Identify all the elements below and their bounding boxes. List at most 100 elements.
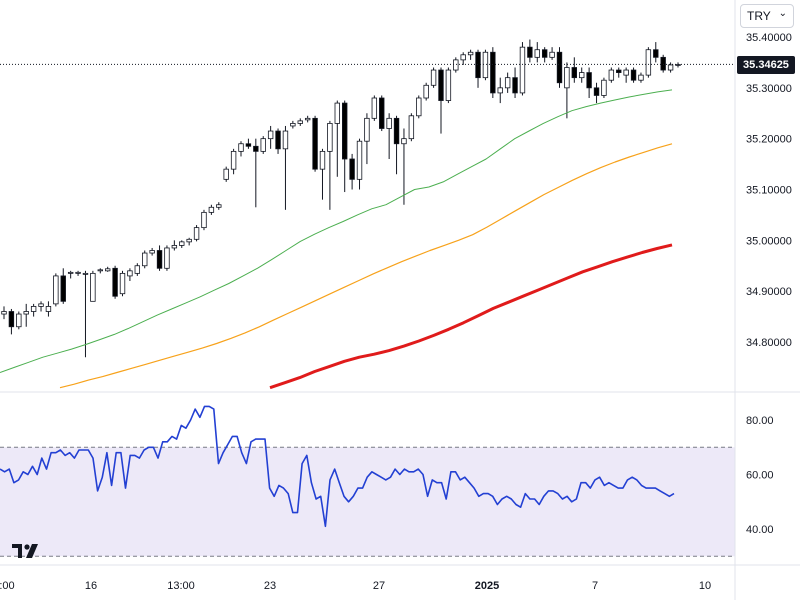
candle bbox=[45, 301, 52, 317]
candle-body-up bbox=[223, 168, 229, 180]
candle bbox=[660, 54, 666, 73]
candle-body-up bbox=[608, 69, 615, 81]
candle bbox=[549, 47, 555, 60]
candle-body-up bbox=[638, 74, 644, 81]
candle bbox=[260, 136, 266, 154]
candle-body-down bbox=[660, 56, 666, 71]
candle bbox=[149, 247, 155, 256]
candle-body-up bbox=[82, 272, 89, 275]
candle-body-down bbox=[512, 77, 518, 94]
moving-average-mid-line bbox=[59, 143, 673, 389]
candle-body-up bbox=[186, 238, 192, 243]
candle-body-up bbox=[75, 271, 81, 274]
time-tick-label: 23 bbox=[264, 580, 276, 592]
candle-body-up bbox=[149, 250, 155, 254]
candle-body-down bbox=[653, 49, 659, 58]
candle-body-up bbox=[371, 97, 378, 119]
candle-body-up bbox=[364, 117, 370, 142]
candle-body-up bbox=[453, 59, 459, 71]
price-tick-label: 35.40000 bbox=[746, 32, 792, 44]
candle-body-up bbox=[260, 138, 266, 152]
candle bbox=[386, 113, 392, 159]
candle-body-up bbox=[623, 69, 629, 76]
candle bbox=[445, 67, 452, 104]
candle bbox=[349, 153, 355, 190]
candle bbox=[53, 273, 59, 307]
candle bbox=[401, 128, 407, 205]
candle bbox=[467, 49, 474, 60]
candle-body-up bbox=[97, 269, 103, 272]
candle bbox=[482, 49, 489, 81]
candle-body-up bbox=[423, 84, 429, 99]
candle-body-down bbox=[156, 250, 163, 269]
rsi-band bbox=[0, 447, 735, 557]
candle-body-up bbox=[579, 72, 585, 79]
candle bbox=[460, 52, 466, 65]
candle-body-up bbox=[408, 115, 415, 140]
candle-body-up bbox=[90, 272, 96, 302]
candle-body-up bbox=[53, 275, 59, 305]
candle-body-up bbox=[401, 138, 407, 145]
candle-body-up bbox=[164, 247, 170, 269]
price-tick-label: 34.90000 bbox=[746, 286, 792, 298]
price-tick-label: 34.80000 bbox=[746, 337, 792, 349]
candle-body-up bbox=[504, 77, 511, 89]
chevron-down-icon: ⌄ bbox=[778, 8, 787, 19]
candle bbox=[364, 113, 370, 165]
candle-body-up bbox=[193, 227, 200, 240]
price-tick-label: 35.10000 bbox=[746, 185, 792, 197]
candle bbox=[527, 39, 533, 63]
candle bbox=[179, 240, 185, 248]
candle bbox=[490, 47, 496, 98]
candle bbox=[142, 250, 148, 269]
candle-body-down bbox=[541, 49, 548, 58]
candle-body-up bbox=[238, 143, 244, 152]
candle bbox=[97, 268, 103, 274]
candle bbox=[586, 67, 592, 98]
candle-body-up bbox=[297, 120, 303, 124]
candle bbox=[579, 67, 585, 83]
candle bbox=[393, 115, 400, 175]
candle bbox=[134, 263, 141, 276]
candle-body-down bbox=[630, 69, 637, 81]
candle bbox=[334, 100, 340, 177]
candle-body-down bbox=[571, 67, 578, 79]
candle-body-up bbox=[30, 306, 37, 312]
candle-body-down bbox=[60, 275, 66, 302]
candle bbox=[453, 57, 459, 73]
candle-body-up bbox=[119, 272, 126, 295]
candle bbox=[371, 95, 378, 121]
candle bbox=[571, 57, 578, 83]
currency-selector[interactable]: TRY ⌄ bbox=[740, 4, 794, 28]
candle bbox=[475, 49, 481, 88]
candle bbox=[623, 67, 629, 83]
price-tick-label: 35.20000 bbox=[746, 134, 792, 146]
candle bbox=[653, 42, 659, 63]
candle-body-up bbox=[319, 150, 326, 170]
candle-body-down bbox=[593, 87, 600, 96]
candle bbox=[519, 42, 526, 96]
candle-body-up bbox=[416, 97, 422, 117]
price-tick-label: 35.00000 bbox=[746, 235, 792, 247]
candle bbox=[127, 268, 133, 281]
candle bbox=[416, 95, 422, 119]
moving-average-slow-line bbox=[269, 243, 673, 390]
candle-body-down bbox=[616, 69, 622, 73]
time-tick-label: :00 bbox=[0, 580, 15, 592]
candle bbox=[253, 138, 259, 208]
candle-body-down bbox=[245, 143, 252, 147]
candle-body-up bbox=[534, 49, 540, 58]
candle bbox=[304, 115, 311, 123]
candle bbox=[541, 47, 548, 63]
rsi-line bbox=[0, 405, 675, 528]
candle-body-down bbox=[490, 51, 496, 94]
candle-body-down bbox=[8, 311, 15, 328]
price-pane[interactable] bbox=[0, 39, 735, 390]
candle-body-up bbox=[67, 271, 74, 274]
time-tick-label: 7 bbox=[592, 580, 598, 592]
rsi-pane[interactable] bbox=[0, 405, 735, 557]
candle-body-up bbox=[460, 54, 466, 61]
candle-body-down bbox=[342, 102, 348, 160]
